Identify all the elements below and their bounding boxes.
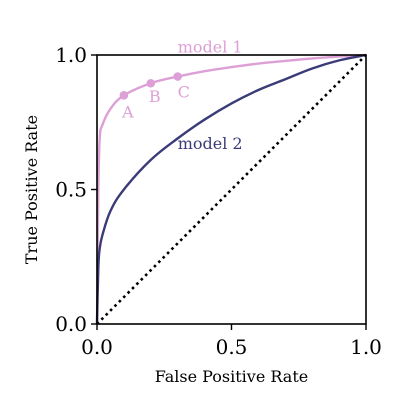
x-tick-label: 1.0 xyxy=(350,335,382,359)
y-axis-title: True Positive Rate xyxy=(22,115,41,264)
chance-line xyxy=(97,55,366,324)
x-axis-title: False Positive Rate xyxy=(155,367,309,386)
axis-ticks: 0.0 0.5 1.0 0.0 0.5 1.0 xyxy=(55,43,382,359)
point-C xyxy=(173,72,182,81)
point-label-A: A xyxy=(121,102,134,121)
x-tick-label: 0.5 xyxy=(216,335,248,359)
y-tick-label: 0.0 xyxy=(55,312,87,336)
point-label-C: C xyxy=(178,83,190,102)
x-tick-label: 0.0 xyxy=(81,335,113,359)
y-tick-label: 0.5 xyxy=(55,178,87,202)
plot-area: model 1 model 2 AB C xyxy=(97,37,366,324)
point-A xyxy=(120,91,129,100)
y-tick-label: 1.0 xyxy=(55,43,87,67)
series-label-model-2: model 2 xyxy=(178,134,243,153)
series-label-model-1: model 1 xyxy=(178,37,243,56)
point-label-B: B xyxy=(149,87,161,106)
